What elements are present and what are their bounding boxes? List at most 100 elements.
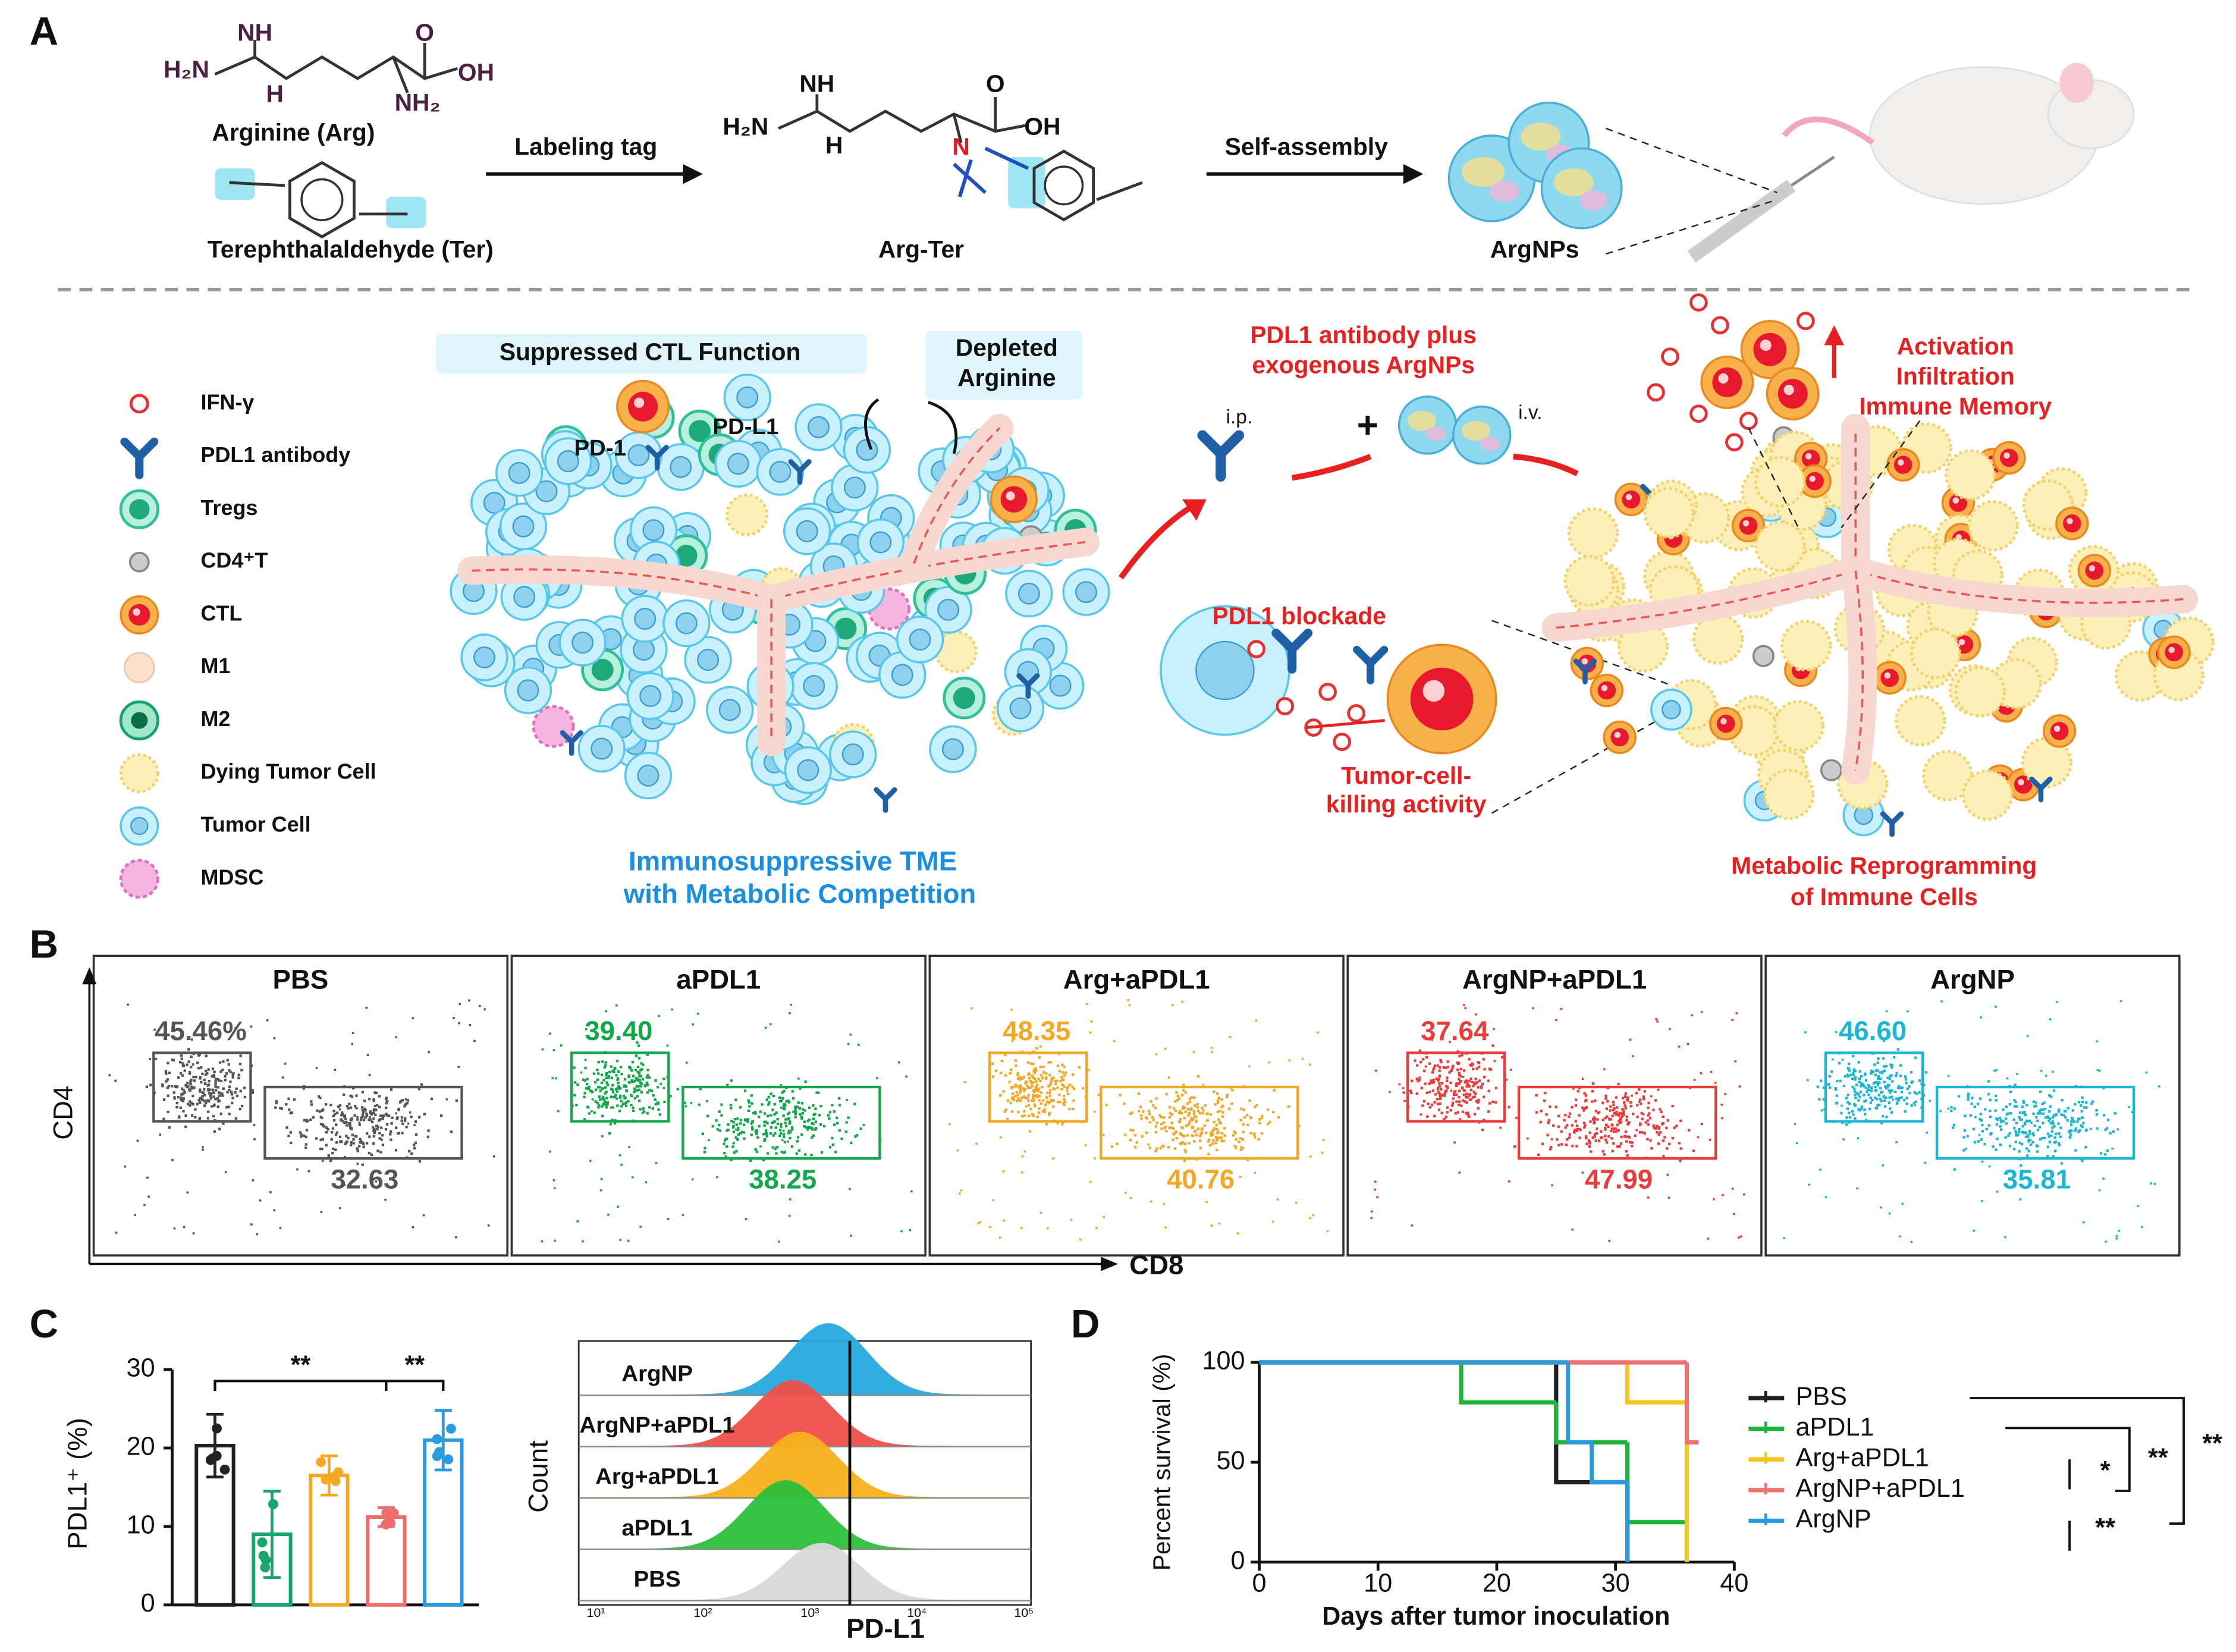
event-dot bbox=[1820, 1079, 1823, 1082]
event-dot bbox=[819, 1105, 822, 1108]
event-dot bbox=[1568, 1112, 1572, 1115]
event-dot bbox=[1127, 998, 1129, 1001]
event-dot bbox=[1038, 1056, 1041, 1059]
event-dot bbox=[1604, 1097, 1607, 1100]
event-dot bbox=[285, 1126, 288, 1129]
event-dot bbox=[1452, 1093, 1456, 1097]
event-dot bbox=[1208, 1144, 1212, 1147]
event-dot bbox=[784, 1122, 787, 1125]
event-dot bbox=[1017, 1111, 1020, 1114]
event-dot bbox=[365, 1142, 369, 1145]
event-dot bbox=[1483, 1067, 1486, 1071]
event-dot bbox=[302, 1134, 306, 1138]
event-dot bbox=[585, 1082, 589, 1086]
event-dot bbox=[742, 1131, 745, 1134]
event-dot bbox=[622, 1094, 626, 1097]
highlight bbox=[1422, 680, 1445, 702]
event-dot bbox=[2053, 1136, 2056, 1139]
event-dot bbox=[1964, 1114, 1967, 1117]
event-dot bbox=[1287, 1105, 1290, 1108]
error-bar bbox=[320, 1454, 338, 1497]
nucleus bbox=[1739, 516, 1758, 535]
event-dot bbox=[1165, 1130, 1168, 1133]
dying-tumor-cell bbox=[2021, 737, 2072, 789]
event-dot bbox=[1647, 1101, 1650, 1105]
significance: ** bbox=[2202, 1430, 2222, 1458]
event-dot bbox=[360, 1105, 364, 1109]
event-dot bbox=[1619, 1116, 1622, 1119]
event-dot bbox=[390, 1122, 393, 1125]
event-dot bbox=[628, 1146, 630, 1148]
event-dot bbox=[2037, 1111, 2041, 1114]
event-dot bbox=[601, 1060, 604, 1063]
event-dot bbox=[363, 1099, 366, 1103]
event-dot bbox=[850, 1235, 852, 1237]
event-dot bbox=[1838, 1061, 1841, 1065]
event-dot bbox=[368, 1073, 371, 1076]
event-dot bbox=[1636, 1115, 1639, 1119]
event-dot bbox=[657, 1108, 660, 1111]
event-dot bbox=[1158, 1114, 1161, 1117]
event-dot bbox=[1110, 1145, 1114, 1148]
event-dot bbox=[1028, 1077, 1031, 1080]
event-dot bbox=[1979, 1117, 1981, 1121]
event-dot bbox=[1211, 1133, 1214, 1136]
event-dot bbox=[2017, 1130, 2021, 1133]
event-dot bbox=[231, 1076, 234, 1079]
event-dot bbox=[237, 1073, 240, 1076]
event-dot bbox=[1063, 1065, 1066, 1068]
event-dot bbox=[1615, 1130, 1618, 1133]
event-dot bbox=[560, 1044, 563, 1047]
event-dot bbox=[789, 1136, 792, 1140]
nucleus bbox=[1017, 582, 1040, 605]
event-dot bbox=[1575, 1129, 1578, 1132]
event-dot bbox=[635, 1054, 638, 1057]
event-dot bbox=[187, 1060, 190, 1063]
event-dot bbox=[1160, 1122, 1163, 1126]
event-dot bbox=[1914, 1104, 1916, 1107]
event-dot bbox=[1591, 1136, 1594, 1139]
event-dot bbox=[1000, 1059, 1004, 1063]
event-dot bbox=[822, 1125, 826, 1127]
event-dot bbox=[1604, 1128, 1607, 1131]
event-dot bbox=[828, 1111, 831, 1114]
event-dot bbox=[1591, 1118, 1595, 1121]
event-dot bbox=[240, 1104, 244, 1108]
event-dot bbox=[422, 1214, 425, 1217]
event-dot bbox=[1597, 1111, 1600, 1114]
event-dot bbox=[1216, 1101, 1220, 1104]
event-dot bbox=[1032, 1070, 1035, 1073]
event-dot bbox=[1056, 1079, 1059, 1082]
event-dot bbox=[697, 1012, 699, 1015]
event-dot bbox=[1027, 1114, 1031, 1117]
event-dot bbox=[1223, 1127, 1226, 1130]
event-dot bbox=[1174, 1130, 1178, 1133]
event-dot bbox=[213, 1130, 216, 1133]
event-dot bbox=[348, 1124, 351, 1127]
event-dot bbox=[715, 1119, 718, 1122]
event-dot bbox=[228, 1088, 231, 1092]
event-dot bbox=[368, 1097, 371, 1101]
event-dot bbox=[1163, 1127, 1166, 1130]
event-dot bbox=[787, 1117, 790, 1120]
event-dot bbox=[1461, 1110, 1465, 1113]
event-dot bbox=[1477, 1060, 1480, 1064]
event-dot bbox=[632, 1081, 635, 1083]
event-dot bbox=[1853, 1103, 1856, 1105]
dying-tumor-cell bbox=[726, 493, 768, 536]
event-dot bbox=[1853, 1090, 1857, 1093]
event-dot bbox=[180, 1096, 183, 1099]
event-dot bbox=[603, 1101, 607, 1104]
event-dot bbox=[1978, 1133, 1981, 1136]
event-dot bbox=[1226, 1095, 1229, 1099]
event-dot bbox=[1216, 1092, 1219, 1095]
event-dot bbox=[168, 1126, 171, 1129]
event-dot bbox=[1588, 1145, 1591, 1148]
nucleus bbox=[718, 699, 741, 721]
event-dot bbox=[1594, 1110, 1598, 1113]
event-dot bbox=[370, 1120, 374, 1123]
event-dot bbox=[1477, 1086, 1480, 1089]
event-dot bbox=[2013, 1098, 2016, 1102]
event-dot bbox=[199, 1076, 202, 1079]
event-dot bbox=[637, 1072, 641, 1075]
